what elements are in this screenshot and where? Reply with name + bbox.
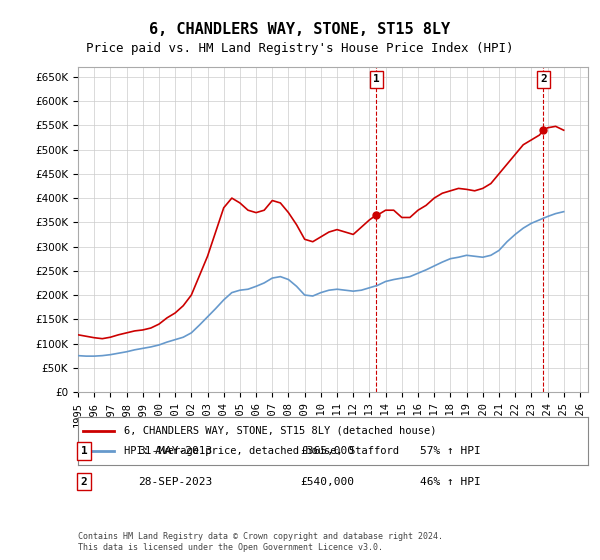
- Text: HPI: Average price, detached house, Stafford: HPI: Average price, detached house, Staf…: [124, 446, 399, 456]
- Text: 46% ↑ HPI: 46% ↑ HPI: [420, 477, 481, 487]
- Text: £540,000: £540,000: [300, 477, 354, 487]
- Text: 1: 1: [373, 74, 380, 85]
- Text: 1: 1: [80, 446, 88, 456]
- Text: Contains HM Land Registry data © Crown copyright and database right 2024.
This d: Contains HM Land Registry data © Crown c…: [78, 532, 443, 552]
- Text: 6, CHANDLERS WAY, STONE, ST15 8LY: 6, CHANDLERS WAY, STONE, ST15 8LY: [149, 22, 451, 38]
- Text: Price paid vs. HM Land Registry's House Price Index (HPI): Price paid vs. HM Land Registry's House …: [86, 42, 514, 55]
- Text: 28-SEP-2023: 28-SEP-2023: [138, 477, 212, 487]
- Text: 6, CHANDLERS WAY, STONE, ST15 8LY (detached house): 6, CHANDLERS WAY, STONE, ST15 8LY (detac…: [124, 426, 436, 436]
- Text: 2: 2: [540, 74, 547, 85]
- Text: £365,000: £365,000: [300, 446, 354, 456]
- Text: 2: 2: [80, 477, 88, 487]
- Text: 31-MAY-2013: 31-MAY-2013: [138, 446, 212, 456]
- Text: 57% ↑ HPI: 57% ↑ HPI: [420, 446, 481, 456]
